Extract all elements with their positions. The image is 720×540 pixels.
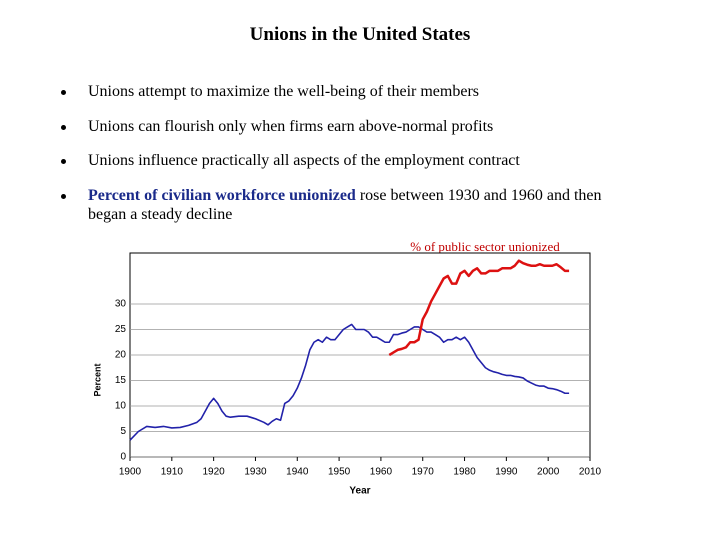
x-tick-label: 1950 xyxy=(328,467,351,478)
data-line xyxy=(388,259,570,357)
y-tick-label: 0 xyxy=(120,452,126,463)
x-tick-label: 1910 xyxy=(161,467,184,478)
x-tick-label: 1980 xyxy=(453,467,476,478)
x-tick-label: 1920 xyxy=(203,467,226,478)
bullet-emphasis: Percent of civilian workforce unionized xyxy=(88,187,356,204)
bullet-text: rose between 1930 and 1960 and then bega… xyxy=(88,187,602,223)
x-tick-label: 1940 xyxy=(286,467,309,478)
bullet: Percent of civilian workforce unionized … xyxy=(88,186,628,224)
bullet-dot xyxy=(61,125,66,130)
y-tick-label: 30 xyxy=(115,299,127,310)
y-tick-label: 20 xyxy=(115,350,127,361)
bullet-dot xyxy=(61,90,66,95)
bullet: Unions influence practically all aspects… xyxy=(88,152,520,169)
bullet: Unions can flourish only when firms earn… xyxy=(88,118,494,135)
x-tick-label: 1970 xyxy=(412,467,435,478)
x-tick-label: 2010 xyxy=(579,467,602,478)
x-tick-label: 2000 xyxy=(537,467,560,478)
bullet: Unions attempt to maximize the well-bein… xyxy=(88,83,480,100)
bullet-dot xyxy=(61,159,66,164)
slide-title: Unions in the United States xyxy=(249,24,471,45)
y-axis-label: Percent xyxy=(92,363,102,396)
y-tick-label: 25 xyxy=(115,324,127,335)
x-tick-label: 1930 xyxy=(244,467,267,478)
y-tick-label: 5 xyxy=(120,426,126,437)
x-tick-label: 1960 xyxy=(370,467,393,478)
x-axis-label: Year xyxy=(349,486,370,497)
x-tick-label: 1990 xyxy=(495,467,518,478)
bullet-dot xyxy=(61,194,66,199)
x-tick-label: 1900 xyxy=(119,467,142,478)
y-tick-label: 15 xyxy=(115,375,127,386)
y-tick-label: 10 xyxy=(115,401,127,412)
annotation: % of public sector unionized xyxy=(410,239,560,254)
data-line xyxy=(129,323,570,441)
